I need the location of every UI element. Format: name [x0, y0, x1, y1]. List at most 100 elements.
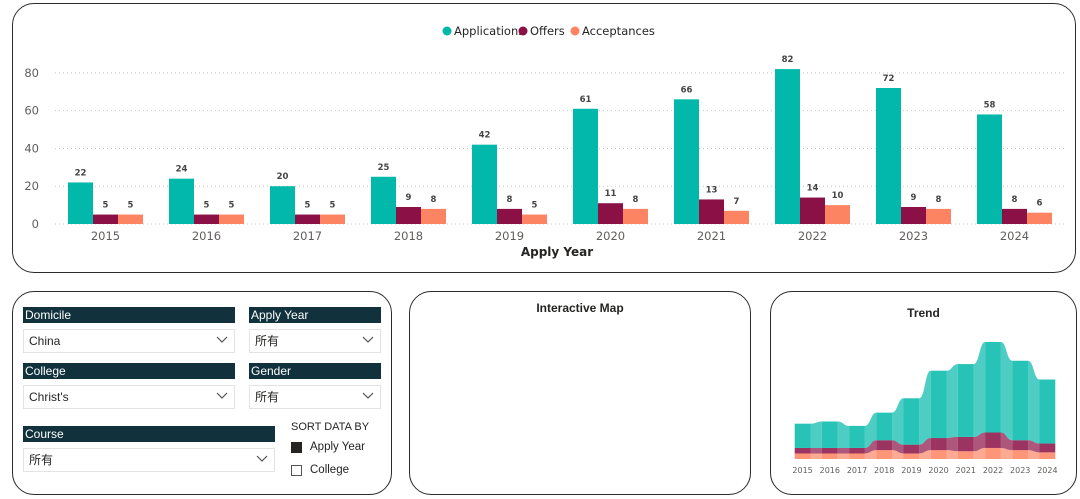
legend-marker — [518, 26, 528, 36]
trend-ribbon-acceptances — [837, 453, 850, 459]
trend-x-tick-label: 2019 — [901, 466, 921, 475]
gender-value: 所有 — [255, 390, 280, 404]
data-label: 25 — [378, 163, 390, 173]
data-label: 14 — [807, 184, 819, 194]
trend-ribbon-offers — [837, 447, 850, 454]
sort-option-college[interactable]: College — [291, 464, 349, 476]
trend-segment-acceptances — [985, 447, 1001, 459]
trend-ribbon-applications — [864, 412, 877, 448]
trend-ribbon-acceptances — [973, 447, 986, 459]
gender-dropdown[interactable]: 所有 — [249, 385, 381, 409]
sort-option-label: College — [310, 464, 349, 476]
trend-ribbon-acceptances — [892, 450, 904, 459]
trend-x-tick-label: 2024 — [1037, 466, 1057, 475]
bar-acceptances — [320, 214, 345, 224]
trend-x-tick-label: 2018 — [874, 466, 894, 475]
legend-marker — [570, 26, 580, 36]
bar-applications — [876, 88, 901, 224]
trend-ribbon-offers — [1000, 432, 1013, 451]
trend-ribbon-offers — [1028, 440, 1040, 453]
data-label: 8 — [507, 195, 513, 205]
x-tick-label: 2020 — [596, 229, 625, 243]
course-value: 所有 — [29, 453, 54, 467]
bar-applications — [472, 144, 497, 224]
legend-item-acceptances: Acceptances — [570, 24, 655, 38]
trend-segment-applications — [849, 425, 865, 448]
x-tick-label: 2017 — [293, 229, 322, 243]
y-tick-label: 40 — [24, 141, 39, 155]
college-value: Christ's — [29, 390, 69, 404]
bar-offers — [800, 197, 825, 224]
trend-segment-offers — [1039, 443, 1056, 453]
x-tick-label: 2022 — [798, 229, 827, 243]
college-dropdown[interactable]: Christ's — [23, 385, 235, 409]
applications-bar-chart-panel: Applications Offers Acceptances 0 20 40 60 80 22… — [12, 3, 1076, 273]
trend-ribbon-applications — [1028, 360, 1040, 444]
interactive-map-panel[interactable]: Interactive Map — [409, 291, 751, 495]
trend-x-tick-label: 2020 — [928, 466, 948, 475]
data-label: 13 — [706, 185, 718, 195]
checkbox-checked-icon — [291, 441, 302, 453]
college-slicer-header: College — [23, 363, 235, 379]
bar-applications — [68, 182, 93, 224]
trend-ribbon-applications — [837, 421, 850, 448]
bar-offers — [194, 214, 219, 224]
sort-option-label: Apply Year — [310, 441, 365, 453]
y-tick-label: 0 — [32, 217, 39, 231]
trend-x-tick-label: 2022 — [983, 466, 1003, 475]
trend-ribbon-applications — [1000, 342, 1013, 441]
sort-option-apply-year[interactable]: Apply Year — [291, 441, 365, 453]
data-label: 8 — [936, 195, 942, 205]
chevron-down-icon — [362, 392, 374, 399]
domicile-dropdown[interactable]: China — [23, 329, 235, 353]
applications-bar-chart: Applications Offers Acceptances 0 20 40 60 80 22… — [24, 24, 1065, 259]
trend-ribbon-chart: 2015 2016 2017 2018 2019 2020 2021 2022 2023 2024 — [792, 342, 1058, 475]
trend-segment-applications — [1012, 360, 1029, 441]
bar-applications — [371, 176, 396, 224]
map-title: Interactive Map — [536, 301, 624, 315]
legend-label: Applications — [454, 24, 524, 38]
bar-acceptances — [219, 214, 244, 224]
filter-panel: Domicile China Apply Year 所有 College Chr… — [12, 291, 392, 495]
bar-offers — [295, 214, 320, 224]
bar-applications — [977, 114, 1002, 224]
legend-label: Acceptances — [582, 24, 655, 38]
y-tick-label: 80 — [24, 66, 39, 80]
trend-segment-acceptances — [794, 453, 811, 459]
trend-segment-applications — [930, 370, 947, 439]
data-label: 10 — [832, 191, 844, 201]
sort-title: SORT DATA BY — [291, 421, 370, 433]
data-label: 5 — [204, 201, 210, 211]
bar-acceptances — [522, 214, 547, 224]
trend-segment-applications — [794, 423, 811, 448]
bar-offers — [497, 208, 522, 224]
gender-slicer-header: Gender — [249, 363, 381, 379]
trend-ribbon-offers — [919, 438, 931, 454]
trend-segment-offers — [876, 440, 893, 451]
bar-offers — [699, 199, 724, 224]
apply-year-slicer-header: Apply Year — [249, 307, 381, 323]
bar-applications — [674, 99, 699, 224]
trend-segment-applications — [957, 364, 974, 437]
trend-ribbon-acceptances — [919, 450, 931, 459]
data-label: 9 — [406, 193, 412, 203]
x-tick-label: 2019 — [495, 229, 524, 243]
bar-offers — [901, 207, 926, 224]
chevron-down-icon — [216, 392, 228, 399]
data-label: 5 — [532, 201, 538, 211]
course-dropdown[interactable]: 所有 — [23, 448, 275, 472]
trend-segment-offers — [1012, 440, 1029, 451]
bar-acceptances — [421, 208, 446, 224]
bar-applications — [775, 69, 800, 224]
data-label: 5 — [128, 201, 134, 211]
data-label: 82 — [782, 55, 794, 65]
y-tick-label: 60 — [24, 104, 39, 118]
data-label: 5 — [229, 201, 235, 211]
course-slicer-header: Course — [23, 426, 275, 442]
apply-year-dropdown[interactable]: 所有 — [249, 329, 381, 353]
trend-x-tick-label: 2023 — [1010, 466, 1030, 475]
trend-segment-offers — [957, 436, 974, 452]
trend-ribbon-offers — [946, 436, 958, 452]
checkbox-unchecked-icon — [291, 464, 302, 476]
trend-segment-offers — [903, 444, 920, 454]
